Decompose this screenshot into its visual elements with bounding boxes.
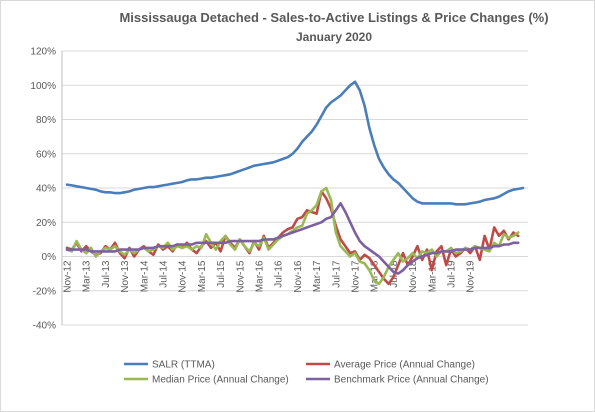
series-line-3 xyxy=(65,202,520,275)
x-tick-label: Mar-14 xyxy=(139,260,150,292)
series-line-0 xyxy=(65,80,525,206)
x-tick-label: Nov-12 xyxy=(63,260,74,293)
legend: SALR (TTMA) Average Price (Annual Change)… xyxy=(124,360,489,386)
x-tick-label: Nov-15 xyxy=(235,260,246,293)
x-tick-label: Nov-13 xyxy=(120,260,131,293)
legend-label-1: Average Price (Annual Change) xyxy=(334,360,475,371)
x-tick-label: Jul-16 xyxy=(274,260,285,288)
y-tick-label: 40% xyxy=(36,184,56,195)
series-lines xyxy=(65,80,525,286)
y-tick-label: 100% xyxy=(30,81,56,92)
x-tick-label: Jul-13 xyxy=(101,260,112,288)
y-tick-label: -20% xyxy=(33,286,56,297)
x-tick-label: Nov-18 xyxy=(408,260,419,293)
x-tick-label: Jul-19 xyxy=(447,260,458,288)
legend-label-2: Median Price (Annual Change) xyxy=(152,375,289,386)
x-axis-ticks: Nov-12 Mar-13 Jul-13 Nov-13 Mar-14 Jul-14 Nov-… xyxy=(63,260,477,293)
y-tick-label: 120% xyxy=(30,47,56,58)
y-tick-label: -40% xyxy=(33,321,56,332)
x-tick-label: Nov-16 xyxy=(293,260,304,293)
y-tick-label: 80% xyxy=(36,115,56,126)
x-tick-label: Jul-15 xyxy=(216,260,227,288)
x-tick-label: Mar-16 xyxy=(255,260,266,292)
x-tick-label: Mar-17 xyxy=(312,260,323,292)
legend-label-3: Benchmark Price (Annual Change) xyxy=(334,375,489,386)
legend-label-0: SALR (TTMA) xyxy=(152,360,215,371)
chart-title: Mississauga Detached - Sales-to-Active L… xyxy=(119,10,548,25)
chart-subtitle: January 2020 xyxy=(296,30,372,44)
x-tick-label: Nov-19 xyxy=(466,260,477,293)
x-tick-label: Nov-17 xyxy=(351,260,362,293)
x-tick-label: Jul-14 xyxy=(159,260,170,288)
x-tick-label: Mar-13 xyxy=(82,260,93,292)
x-tick-label: Mar-18 xyxy=(370,260,381,292)
y-tick-label: 0% xyxy=(42,252,57,263)
x-tick-label: Nov-14 xyxy=(178,260,189,293)
y-tick-label: 60% xyxy=(36,149,56,160)
x-tick-label: Jul-17 xyxy=(331,260,342,288)
x-tick-label: Mar-19 xyxy=(427,260,438,292)
y-axis-ticks: -40% -20% 0% 20% 40% 60% 80% 100% 120% xyxy=(30,47,56,332)
y-tick-label: 20% xyxy=(36,218,56,229)
x-tick-label: Mar-15 xyxy=(197,260,208,292)
